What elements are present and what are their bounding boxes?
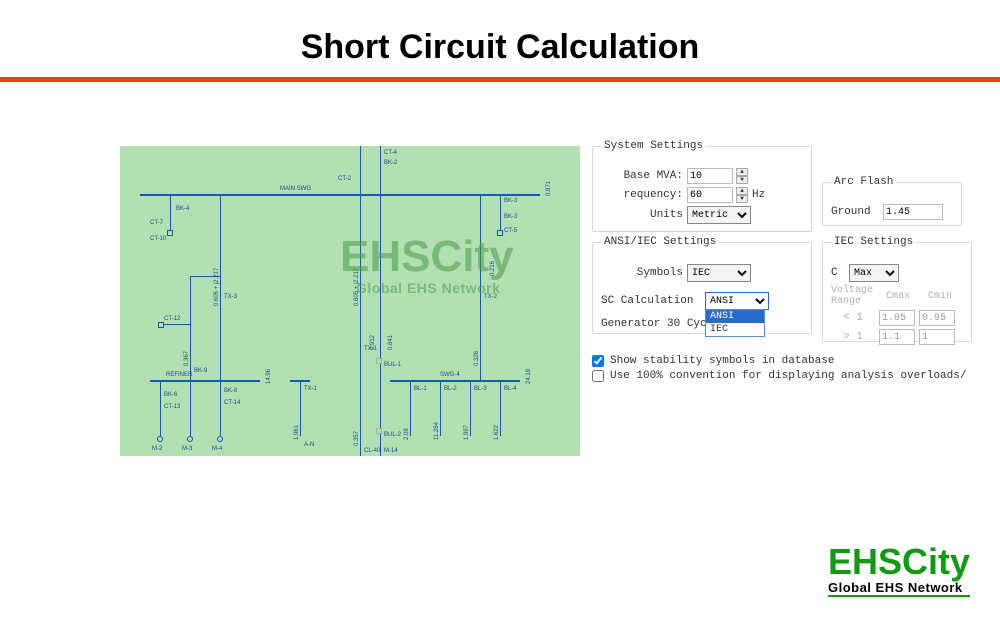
vr-row1-label: < 1: [831, 312, 875, 324]
units-select[interactable]: Metric: [687, 206, 751, 224]
ansi-iec-legend: ANSI/IEC Settings: [601, 236, 719, 248]
footer-logo: EHSCity Global EHS Network: [828, 544, 970, 597]
stability-checkbox[interactable]: [592, 355, 604, 367]
frequency-label: requency:: [601, 189, 683, 201]
c-label: C: [831, 267, 845, 279]
units-label: Units: [601, 209, 683, 221]
base-mva-input[interactable]: [687, 168, 733, 184]
base-mva-spinner[interactable]: ▲▼: [736, 168, 748, 184]
c-select[interactable]: Max: [849, 264, 899, 282]
arc-flash-group: Arc Flash Ground: [822, 182, 962, 226]
sc-calc-dropdown[interactable]: ANSI IEC: [705, 309, 765, 337]
cmin-header: Cmin: [921, 291, 959, 302]
watermark-logo: EHSCity: [340, 232, 514, 282]
sc-calc-option-ansi[interactable]: ANSI: [706, 310, 764, 323]
row2-cmax[interactable]: [879, 329, 915, 345]
frequency-input[interactable]: [687, 187, 733, 203]
row1-cmax[interactable]: [879, 310, 915, 326]
logo-text: EHSCity: [828, 544, 970, 580]
overload-label: Use 100% convention for displaying analy…: [610, 370, 966, 382]
logo-subtitle: Global EHS Network: [828, 580, 970, 597]
stability-label: Show stability symbols in database: [610, 355, 834, 367]
sc-calc-select[interactable]: ANSI: [705, 292, 769, 310]
ground-label: Ground: [831, 206, 879, 218]
sc-calc-label: SC Calculation: [601, 295, 701, 307]
sc-calc-option-iec[interactable]: IEC: [706, 323, 764, 336]
voltage-range-label: Voltage Range: [831, 285, 875, 307]
system-settings-legend: System Settings: [601, 140, 706, 152]
ground-input[interactable]: [883, 204, 943, 220]
overload-checkbox[interactable]: [592, 370, 604, 382]
cmax-header: Cmax: [879, 291, 917, 302]
page-title: Short Circuit Calculation: [0, 0, 1000, 77]
row1-cmin[interactable]: [919, 310, 955, 326]
iec-settings-legend: IEC Settings: [831, 236, 916, 248]
single-line-diagram: CT-4 BK-2 CT-2 MAIN SWG 0.871 BK-4 CT-7 …: [120, 146, 580, 456]
arc-flash-legend: Arc Flash: [831, 176, 896, 188]
frequency-unit: Hz: [752, 189, 765, 201]
gen30-label: Generator 30 Cycle: [601, 318, 721, 330]
row2-cmin[interactable]: [919, 329, 955, 345]
frequency-spinner[interactable]: ▲▼: [736, 187, 748, 203]
system-settings-group: System Settings Base MVA: ▲▼ requency: ▲…: [592, 146, 812, 232]
base-mva-label: Base MVA:: [601, 170, 683, 182]
ansi-iec-group: ANSI/IEC Settings Symbols IEC SC Calcula…: [592, 242, 812, 334]
vr-row2-label: > 1: [831, 331, 875, 343]
symbols-select[interactable]: IEC: [687, 264, 751, 282]
iec-settings-group: IEC Settings C Max Voltage Range Cmax Cm…: [822, 242, 972, 342]
watermark-sub: Global EHS Network: [356, 280, 500, 296]
symbols-label: Symbols: [601, 267, 683, 279]
